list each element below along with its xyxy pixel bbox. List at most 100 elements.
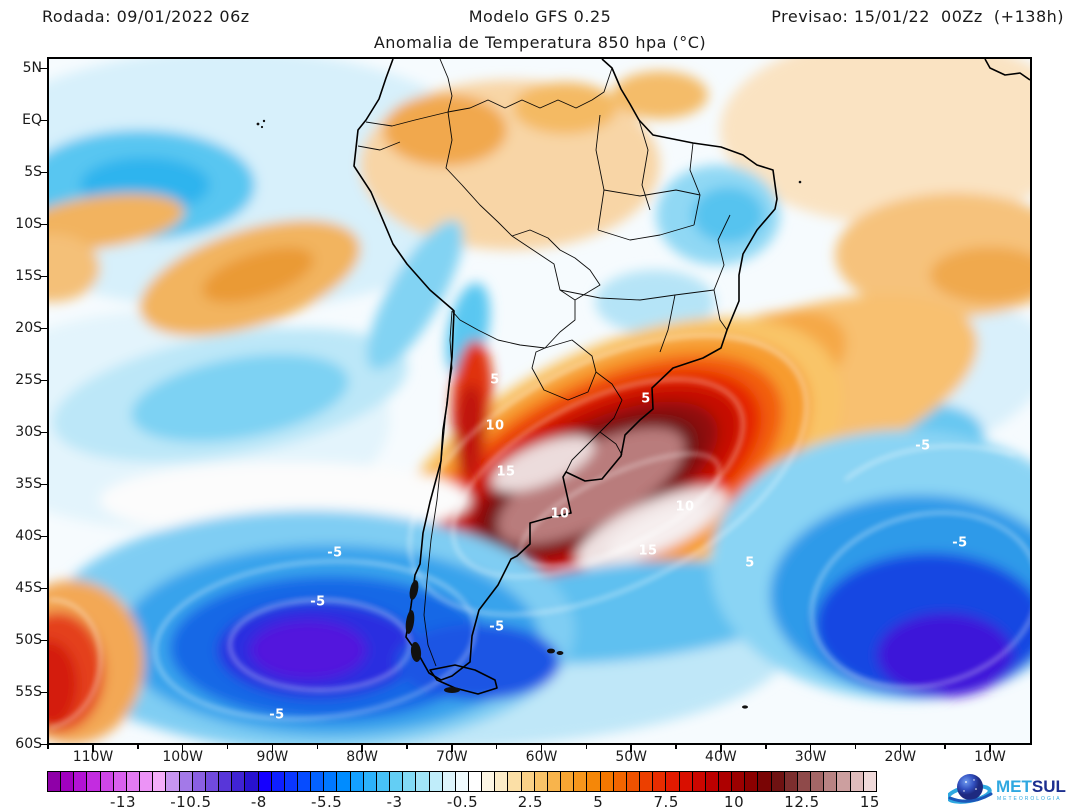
lon-tick-label: 10W bbox=[974, 749, 1006, 765]
colorbar-cell bbox=[416, 772, 430, 791]
lon-tick-label: 80W bbox=[346, 749, 378, 765]
planet-icon bbox=[948, 774, 993, 804]
colorbar-cell bbox=[547, 772, 562, 791]
colorbar-cell bbox=[771, 772, 785, 791]
logo-met: MET bbox=[996, 777, 1033, 796]
lon-tick-label: 100W bbox=[162, 749, 203, 765]
colorbar-cell bbox=[745, 772, 759, 791]
colorbar-tick-label: -10.5 bbox=[170, 793, 212, 811]
colorbar-cell bbox=[561, 772, 575, 791]
colorbar-tick-label: -5.5 bbox=[311, 793, 343, 811]
lon-tick-label: 70W bbox=[435, 749, 468, 765]
lat-tick-mark bbox=[40, 327, 47, 329]
lon-tick-mark bbox=[630, 745, 632, 752]
colorbar-cell bbox=[469, 772, 483, 791]
country-borders bbox=[357, 59, 731, 667]
colorbar-cell bbox=[863, 772, 876, 791]
colorbar bbox=[47, 771, 877, 792]
lon-tick-mark bbox=[675, 745, 677, 749]
colorbar-cell bbox=[482, 772, 496, 791]
colorbar-cell bbox=[692, 772, 706, 791]
lon-tick-mark bbox=[720, 745, 722, 752]
lat-tick-label: 15S bbox=[15, 268, 42, 284]
colorbar-cell bbox=[74, 772, 88, 791]
colorbar-tick-label: 7.5 bbox=[653, 793, 679, 811]
lon-tick-mark bbox=[944, 745, 946, 749]
lat-tick-mark bbox=[40, 379, 47, 381]
colorbar-cell bbox=[534, 772, 548, 791]
lat-tick-mark bbox=[40, 431, 47, 433]
colorbar-cell bbox=[718, 772, 733, 791]
lat-tick-mark bbox=[40, 223, 47, 225]
colorbar-cell bbox=[811, 772, 825, 791]
contour-label: -5 bbox=[489, 619, 505, 635]
lat-tick-label: 5S bbox=[24, 164, 42, 180]
lat-tick-label: 5N bbox=[22, 60, 42, 76]
colorbar-tick-label: 10 bbox=[724, 793, 745, 811]
lon-tick-mark bbox=[495, 745, 498, 749]
lon-tick-mark bbox=[451, 745, 453, 752]
colorbar-cell bbox=[626, 772, 641, 791]
colorbar-cell bbox=[495, 772, 509, 791]
colorbar-cell bbox=[297, 772, 312, 791]
model-label: Modelo GFS 0.25 bbox=[468, 7, 612, 26]
colorbar-cell bbox=[87, 772, 101, 791]
lon-tick-label: 20W bbox=[884, 749, 917, 765]
lon-tick-mark bbox=[585, 745, 588, 749]
lon-tick-mark bbox=[989, 745, 991, 752]
colorbar-cell bbox=[653, 772, 667, 791]
colorbar-cell bbox=[784, 772, 798, 791]
logo-sul: SUL bbox=[1032, 777, 1066, 796]
lon-tick-mark bbox=[316, 745, 318, 749]
lat-tick-mark bbox=[40, 67, 47, 69]
lon-tick-mark bbox=[271, 745, 274, 752]
contour-label: 10 bbox=[550, 506, 570, 522]
anomaly-map bbox=[49, 59, 1030, 743]
metsul-logo: METSUL METEOROLOGIA bbox=[948, 774, 1066, 804]
colorbar-cell bbox=[640, 772, 654, 791]
colorbar-cell bbox=[732, 772, 746, 791]
lat-tick-mark bbox=[40, 743, 47, 745]
lat-tick-mark bbox=[40, 691, 47, 693]
colorbar-cell bbox=[284, 772, 298, 791]
colorbar-tick-label: 15 bbox=[859, 793, 880, 811]
svg-text:METSUL: METSUL bbox=[996, 777, 1066, 796]
colorbar-cell bbox=[679, 772, 693, 791]
colorbar-cell bbox=[192, 772, 206, 791]
colorbar-cell bbox=[705, 772, 719, 791]
contour-label: -5 bbox=[269, 707, 285, 723]
contour-label: -5 bbox=[915, 438, 931, 454]
colorbar-cell bbox=[48, 772, 62, 791]
coastline bbox=[353, 59, 1030, 695]
lat-tick-mark bbox=[40, 275, 47, 277]
islands bbox=[256, 119, 802, 709]
lat-tick-label: EQ bbox=[22, 112, 42, 128]
colorbar-cell bbox=[600, 772, 614, 791]
colorbar-cell bbox=[350, 772, 364, 791]
colorbar-cell bbox=[850, 772, 864, 791]
colorbar-cell bbox=[521, 772, 535, 791]
colorbar-cell bbox=[666, 772, 680, 791]
colorbar-cell bbox=[100, 772, 114, 791]
contour-label: 5 bbox=[641, 391, 651, 407]
lat-tick-label: 10S bbox=[15, 216, 42, 232]
lon-tick-mark bbox=[137, 745, 139, 749]
lon-tick-mark bbox=[540, 745, 543, 752]
colorbar-cell bbox=[61, 772, 75, 791]
lat-tick-mark bbox=[40, 587, 47, 589]
lat-tick-label: 35S bbox=[15, 476, 42, 492]
colorbar-cell bbox=[113, 772, 127, 791]
contour-label: -5 bbox=[310, 594, 326, 610]
colorbar-tick-label: 2.5 bbox=[517, 793, 544, 811]
forecast-label: Previsao: 15/01/22 00Zz (+138h) bbox=[771, 7, 1064, 26]
colorbar-cell bbox=[337, 772, 351, 791]
anomaly-field bbox=[49, 59, 1030, 743]
colorbar-cell bbox=[797, 772, 812, 791]
colorbar-cell bbox=[205, 772, 220, 791]
colorbar-tick-label: -8 bbox=[250, 793, 267, 811]
colorbar-cell bbox=[508, 772, 522, 791]
colorbar-cell bbox=[232, 772, 246, 791]
lon-tick-mark bbox=[809, 745, 812, 752]
lat-tick-mark bbox=[40, 119, 47, 121]
colorbar-cell bbox=[126, 772, 141, 791]
